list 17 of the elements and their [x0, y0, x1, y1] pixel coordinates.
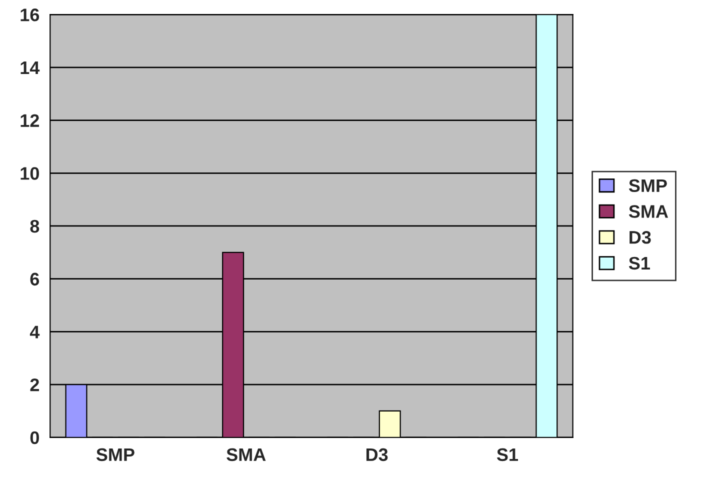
y-tick-label: 14: [20, 62, 40, 74]
x-tick-label: SMA: [226, 448, 266, 462]
y-tick-label: 12: [20, 114, 39, 127]
y-tick-label: 16: [20, 8, 40, 22]
legend-label: SMA: [628, 205, 668, 218]
x-tick-label: S1: [496, 448, 518, 462]
y-tick-label: 8: [30, 220, 40, 233]
y-tick-label: 4: [30, 326, 40, 338]
x-tick-label: D3: [366, 448, 388, 462]
x-tick-label: SMP: [96, 448, 134, 462]
y-tick-label: 2: [30, 378, 39, 392]
legend-label: S1: [628, 256, 650, 270]
y-tick-label: 10: [20, 167, 39, 180]
legend-label: D3: [630, 230, 651, 244]
y-tick-label: 6: [30, 272, 40, 286]
legend-label: SMP: [628, 179, 667, 192]
y-tick-label: 0: [30, 431, 39, 444]
